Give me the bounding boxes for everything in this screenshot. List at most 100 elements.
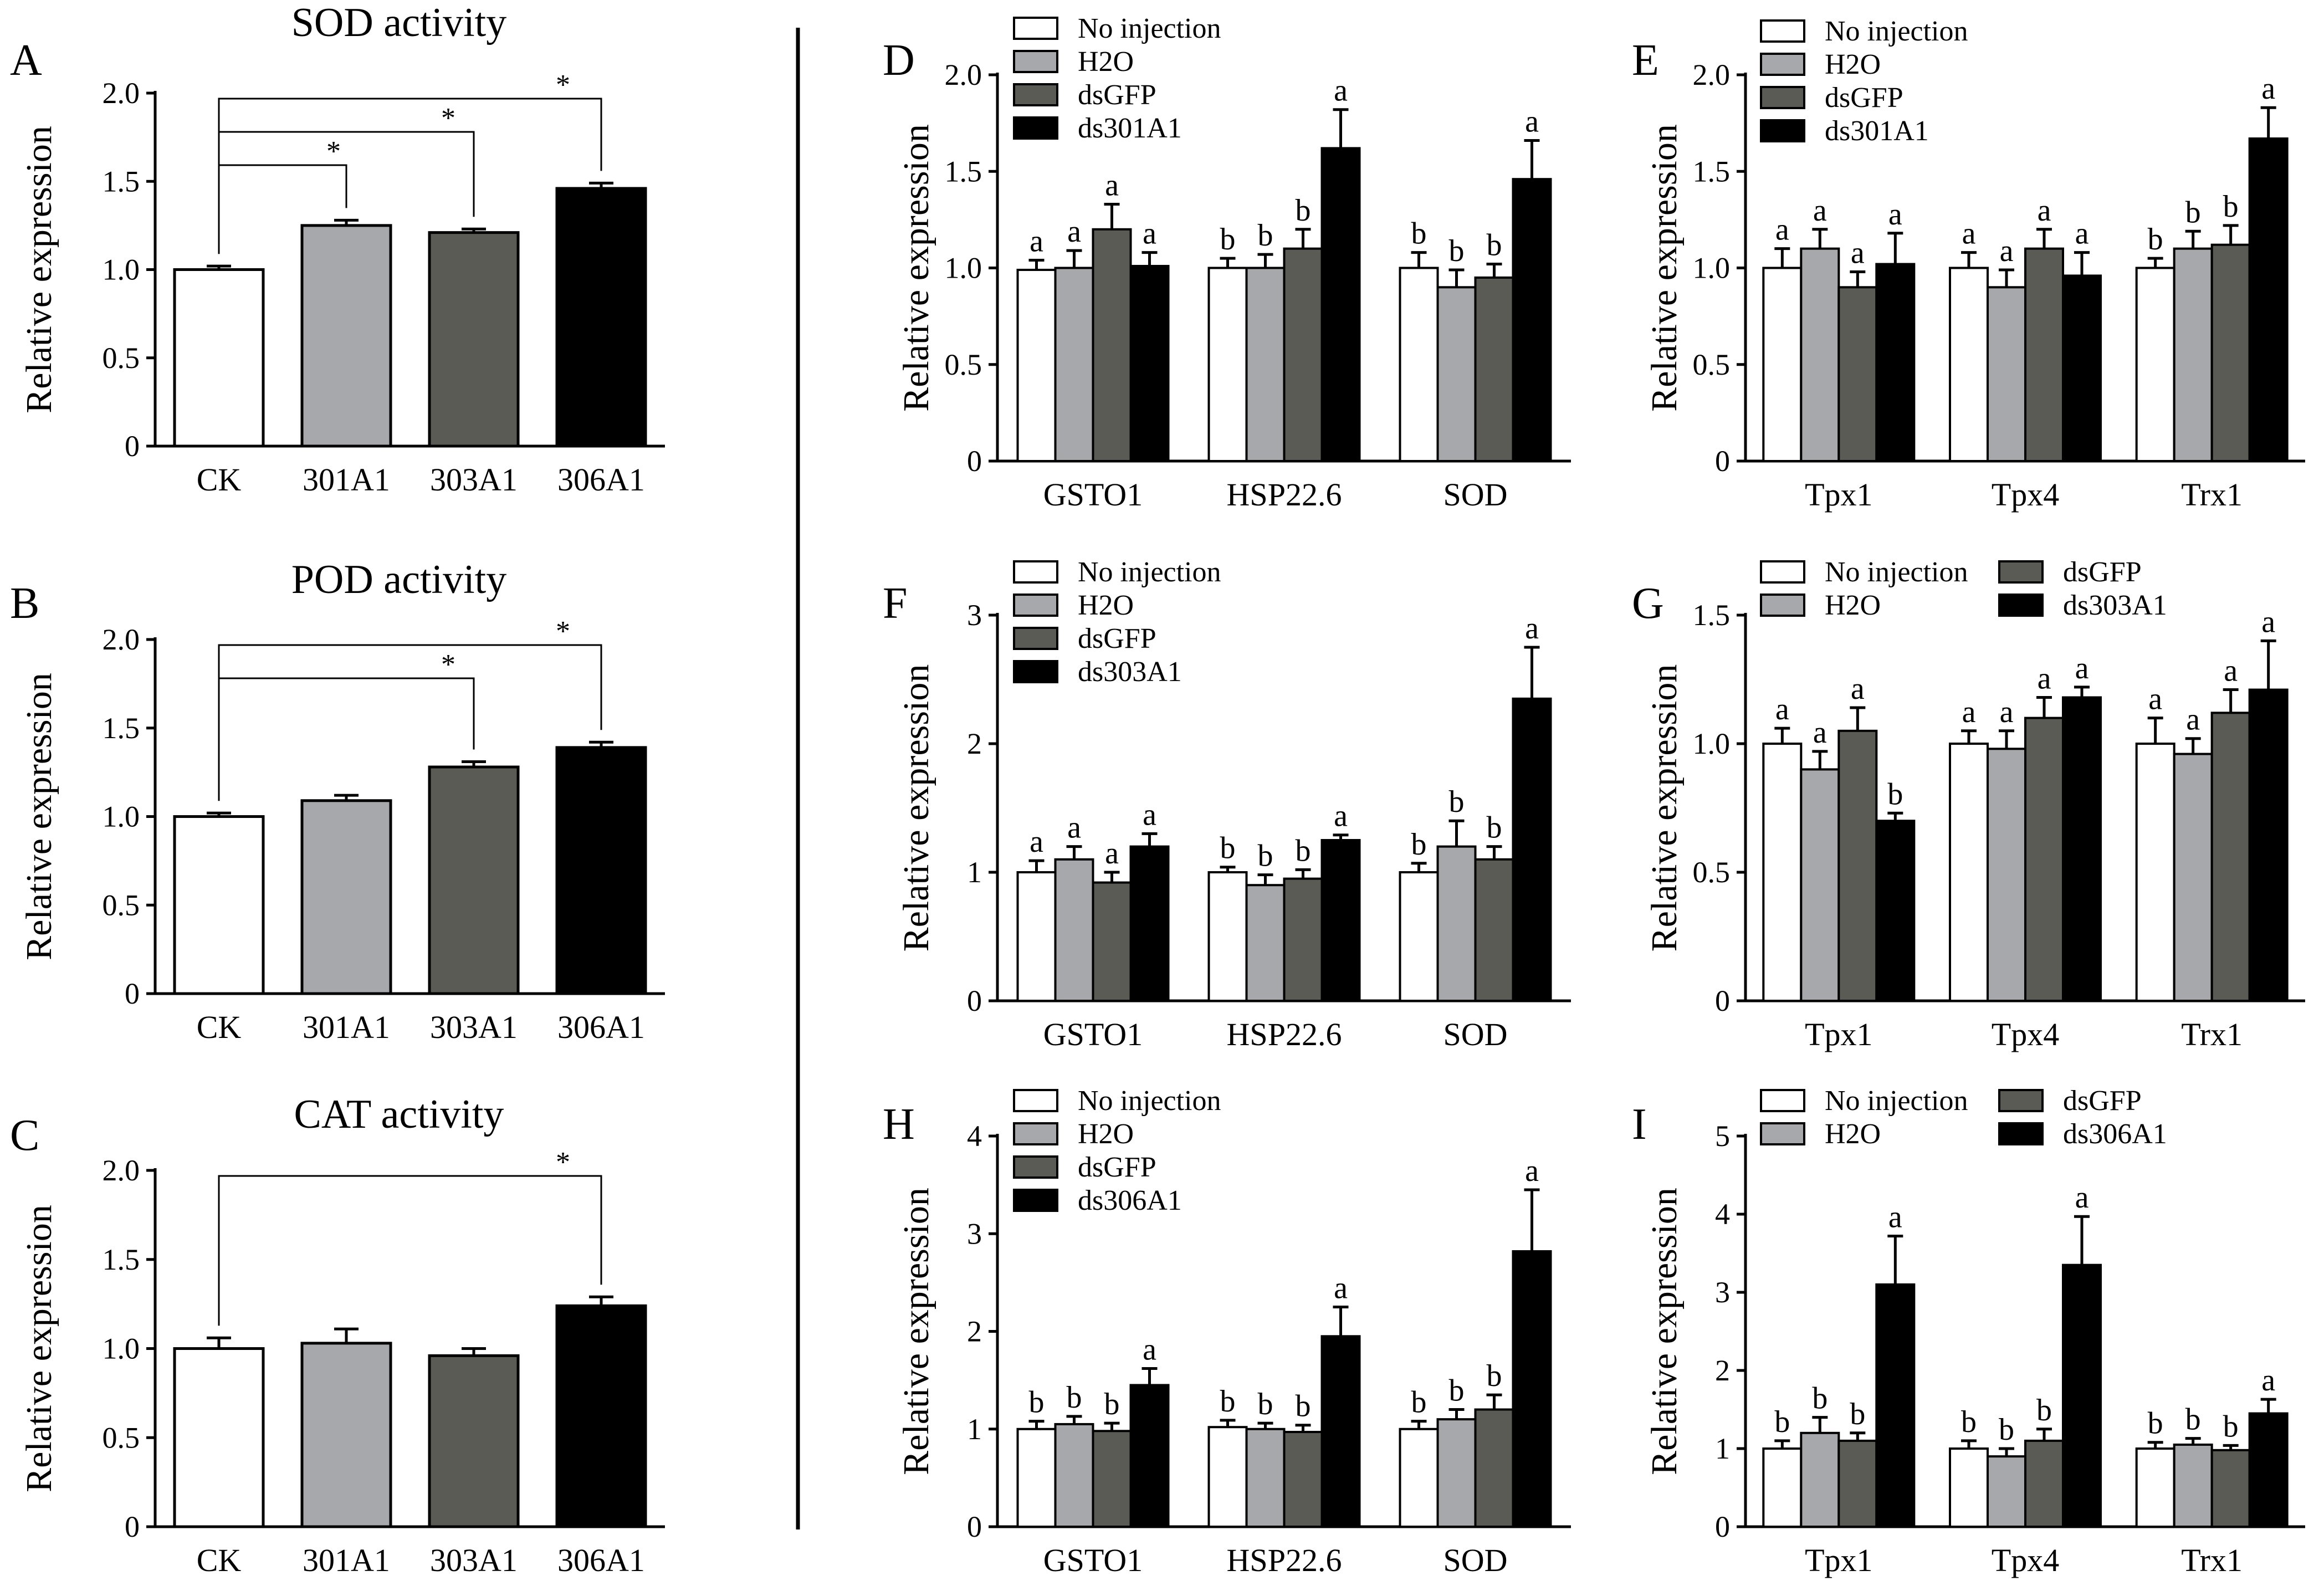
y-tick-label: 0 — [1715, 984, 1730, 1017]
significance-bracket — [218, 644, 602, 801]
x-tick-label: Tpx1 — [1805, 477, 1872, 513]
significance-letter: b — [1887, 777, 1903, 811]
legend-label: dsGFP — [2063, 1085, 2142, 1117]
legend-swatch — [1760, 86, 1805, 109]
legend-label: dsGFP — [1078, 79, 1156, 111]
bar-trx1-series-3 — [2248, 1412, 2289, 1528]
x-tick-label: 301A1 — [303, 1542, 390, 1578]
y-tick-label: 1 — [967, 1413, 982, 1446]
legend-swatch — [1013, 594, 1058, 617]
bar-303a1 — [428, 765, 520, 995]
x-tick-label: Tpx1 — [1805, 1542, 1872, 1578]
bar-tpx4-series-1 — [1987, 748, 2026, 1002]
significance-letter: b — [1411, 827, 1427, 862]
x-tick-label: CK — [197, 1009, 242, 1045]
significance-letter: a — [1775, 692, 1789, 727]
bar-trx1-series-2 — [2210, 243, 2251, 462]
legend-swatch — [1760, 594, 1805, 617]
legend-swatch — [1013, 1155, 1058, 1179]
y-tick-label: 0 — [967, 444, 982, 478]
significance-letter: b — [2223, 190, 2239, 224]
legend-label: H2O — [1078, 1118, 1134, 1150]
significance-letter: a — [2075, 651, 2089, 685]
significance-letter: b — [2223, 1409, 2239, 1444]
y-tick-label: 4 — [967, 1119, 982, 1153]
legend-swatch — [1013, 50, 1058, 73]
bar-sod-series-2 — [1474, 276, 1514, 462]
bar-gsto1-series-0 — [1016, 268, 1057, 462]
x-tick-label: 301A1 — [303, 1009, 390, 1045]
y-tick-label: 1.0 — [103, 1332, 140, 1365]
significance-letter: a — [1888, 197, 1902, 232]
significance-letter: a — [1962, 695, 1976, 729]
bar-hsp22-6-series-1 — [1245, 267, 1286, 462]
legend-label: dsGFP — [2063, 556, 2142, 588]
y-tick-label: 3 — [967, 598, 982, 632]
panel-letter: F — [883, 579, 908, 628]
significance-letter: b — [1220, 222, 1236, 257]
significance-letter: a — [2038, 193, 2051, 228]
chart-title: POD activity — [291, 557, 506, 602]
legend-swatch — [1760, 1089, 1805, 1112]
bar-301a1 — [300, 799, 392, 995]
y-axis-label: Relative expression — [1644, 1188, 1685, 1475]
y-tick-label: 0.5 — [1693, 856, 1731, 889]
y-axis-label: Relative expression — [896, 1188, 936, 1475]
bar-tpx1-series-3 — [1875, 820, 1916, 1002]
legend-swatch — [1998, 1122, 2044, 1145]
legend-label: ds301A1 — [1825, 115, 1929, 147]
chart-panel-b: B POD activity Relative expression 0 0.5 1.0 1… — [10, 557, 665, 1045]
significance-letter: a — [1775, 213, 1789, 247]
bar-306a1 — [555, 746, 647, 995]
panel-letter: E — [1632, 36, 1659, 85]
significance-letter: b — [1449, 785, 1465, 819]
y-axis-label: Relative expression — [896, 664, 936, 952]
y-tick-label: 3 — [967, 1217, 982, 1250]
legend-swatch — [1013, 1089, 1058, 1112]
legend-label: ds303A1 — [1078, 656, 1182, 688]
y-tick-label: 1.0 — [1693, 252, 1731, 285]
chart-title: SOD activity — [291, 0, 506, 45]
legend-swatch — [1998, 1089, 2044, 1112]
y-tick-label: 0.5 — [103, 341, 140, 375]
significance-letter: a — [2186, 703, 2200, 737]
y-tick-label: 1.0 — [945, 252, 982, 285]
legend-swatch — [1013, 1122, 1058, 1145]
significance-letter: a — [1851, 236, 1865, 270]
y-tick-label: 0 — [967, 1510, 982, 1543]
y-tick-label: 1.5 — [945, 155, 982, 188]
significance-letter: b — [1220, 831, 1236, 866]
legend-label: dsGFP — [1825, 82, 1903, 114]
significance-letter: b — [1258, 839, 1273, 873]
bar-tpx1-series-0 — [1762, 743, 1803, 1002]
y-axis-label: Relative expression — [1644, 664, 1685, 952]
bar-hsp22-6-series-1 — [1245, 884, 1286, 1002]
bar-trx1-series-1 — [2173, 1443, 2213, 1528]
bar-gsto1-series-2 — [1092, 1430, 1132, 1528]
y-tick-label: 1.5 — [103, 712, 140, 745]
bar-tpx4-series-1 — [1987, 286, 2026, 462]
bar-tpx4-series-0 — [1949, 743, 1989, 1002]
legend-label: ds301A1 — [1078, 112, 1182, 144]
legend-swatch — [1013, 116, 1058, 140]
bar-tpx1-series-1 — [1800, 247, 1840, 462]
significance-letter: b — [1449, 1374, 1465, 1408]
significance-letter: b — [2185, 195, 2201, 229]
x-tick-label: Trx1 — [2181, 1542, 2243, 1578]
significance-star: * — [556, 616, 570, 647]
significance-letter: a — [1143, 1332, 1156, 1367]
significance-letter: b — [1258, 218, 1273, 253]
x-tick-label: Tpx1 — [1805, 1016, 1872, 1052]
y-tick-label: 1.0 — [103, 253, 140, 287]
legend-label: No injection — [1078, 1085, 1221, 1117]
y-axis-label: Relative expression — [19, 126, 59, 413]
legend-label: H2O — [1078, 46, 1134, 78]
y-tick-label: 0 — [125, 977, 140, 1010]
x-tick-label: GSTO1 — [1043, 1542, 1143, 1578]
significance-letter: b — [1411, 1385, 1427, 1420]
